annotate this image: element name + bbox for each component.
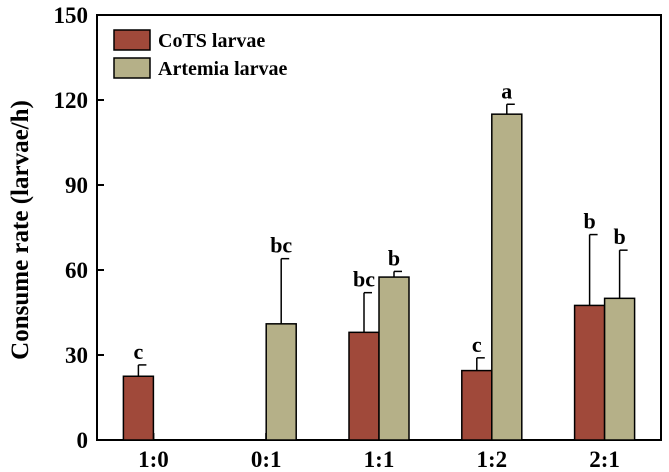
significance-label: b xyxy=(613,224,625,249)
x-tick-label: 0:1 xyxy=(251,447,282,472)
bar xyxy=(348,331,380,441)
bar xyxy=(265,323,297,441)
x-tick-label: 1:2 xyxy=(476,447,507,472)
bar xyxy=(491,113,523,441)
significance-label: c xyxy=(134,339,144,364)
y-tick-label: 150 xyxy=(54,3,89,28)
y-tick-label: 0 xyxy=(77,428,89,453)
legend-swatch xyxy=(113,29,151,51)
x-tick-label: 1:1 xyxy=(364,447,395,472)
y-tick-label: 90 xyxy=(65,173,88,198)
y-tick-label: 30 xyxy=(65,343,88,368)
significance-label: b xyxy=(583,209,595,234)
legend-label: CoTS larvae xyxy=(158,30,265,52)
y-tick-label: 60 xyxy=(65,258,88,283)
significance-label: a xyxy=(501,78,512,103)
significance-label: bc xyxy=(270,233,292,258)
bar xyxy=(378,276,410,441)
significance-label: bc xyxy=(353,267,375,292)
legend-swatch xyxy=(113,57,151,79)
bar xyxy=(122,375,155,441)
legend: CoTS larvae Artemia larvae xyxy=(113,29,288,80)
bar xyxy=(573,304,606,441)
y-tick-label: 120 xyxy=(54,88,89,113)
bar xyxy=(461,369,493,441)
bar xyxy=(603,297,636,441)
y-axis-title: Consume rate (larvae/h) xyxy=(7,100,34,360)
x-tick-label: 1:0 xyxy=(138,447,169,472)
significance-label: c xyxy=(472,332,482,357)
significance-label: b xyxy=(388,245,400,270)
x-tick-label: 2:1 xyxy=(589,447,620,472)
legend-label: Artemia larvae xyxy=(158,58,288,80)
